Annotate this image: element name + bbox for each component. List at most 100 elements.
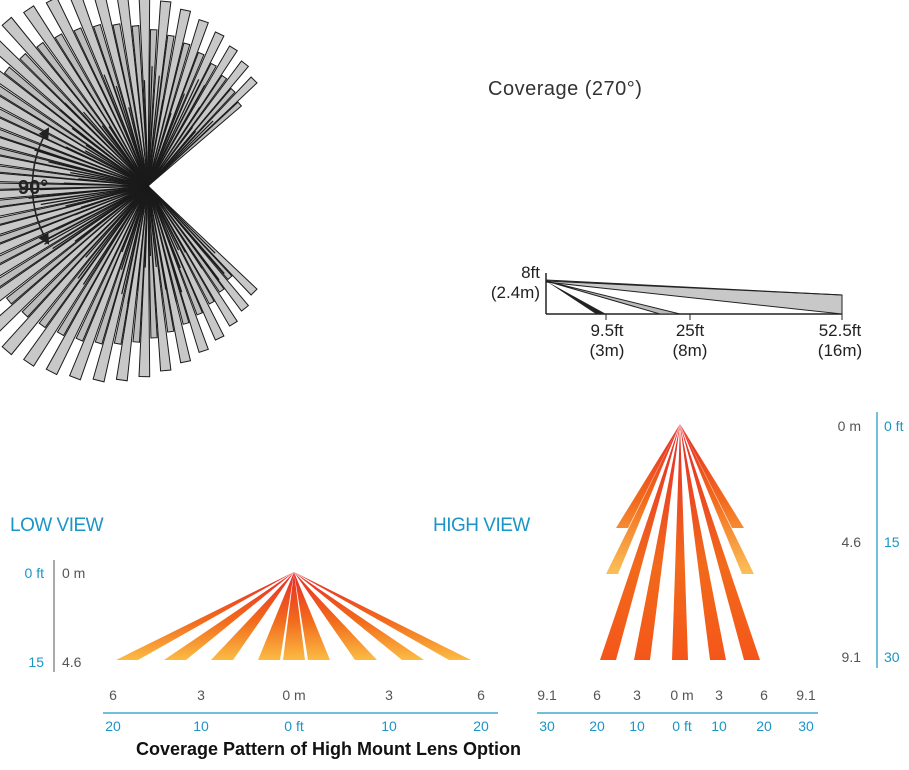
sector-core-line — [147, 130, 197, 187]
high-view-side-m: 0 m — [838, 418, 861, 434]
sector-core-line — [64, 102, 149, 187]
sector-core-line — [83, 111, 149, 187]
sector-beam — [92, 185, 149, 383]
sector-core-line — [147, 185, 186, 253]
sector-core-line — [104, 108, 149, 187]
sector-core-line — [99, 185, 149, 273]
high-view-side-ft: 15 — [884, 534, 900, 550]
high-view-title: HIGH VIEW — [433, 515, 530, 536]
high-view-beam — [680, 424, 726, 660]
high-view-beam-fan — [600, 424, 760, 660]
sector-beam — [147, 185, 225, 293]
sector-core-line — [93, 185, 149, 235]
low-view-ft-tick: 0 ft — [284, 718, 304, 734]
sector-core-line — [42, 143, 149, 187]
sector-core-line — [71, 127, 149, 187]
sector-core-line — [63, 182, 149, 187]
sector-beam — [22, 5, 149, 187]
side-profile-diagram — [545, 273, 843, 320]
high-view-m-tick: 6 — [760, 687, 768, 703]
high-view-m-tick: 6 — [593, 687, 601, 703]
sector-core-line — [101, 125, 149, 187]
sector-core-line — [147, 112, 172, 187]
sector-core-line — [99, 84, 149, 187]
high-view-beam — [600, 424, 680, 660]
sector-core-line — [143, 80, 149, 187]
high-view-side-ft: 30 — [884, 649, 900, 665]
sector-core-line — [147, 84, 206, 187]
sector-core-line — [128, 107, 149, 187]
distance-ft-label: 52.5ft — [819, 321, 862, 340]
sector-core-line — [70, 172, 149, 187]
sector-core-line — [147, 75, 160, 187]
sector-core-line — [147, 185, 177, 303]
high-view-m-tick: 9.1 — [537, 687, 557, 703]
figure-caption: Coverage Pattern of High Mount Lens Opti… — [136, 739, 521, 759]
sector-beam — [147, 185, 190, 325]
sector-core-line — [139, 104, 149, 187]
sector-core-line — [147, 99, 164, 187]
low-view-m-tick: 3 — [385, 687, 393, 703]
low-view-m-tick: 6 — [109, 687, 117, 703]
high-view-beam — [616, 424, 680, 528]
sector-core-line — [74, 185, 149, 242]
sector-beam — [112, 23, 149, 187]
sector-core-line — [121, 185, 149, 253]
sector-beam — [147, 74, 228, 187]
sector-core-line — [52, 185, 149, 250]
low-view-ft-tick: 20 — [105, 718, 121, 734]
sector-beam — [0, 165, 149, 187]
high-view-ft-tick: 20 — [756, 718, 772, 734]
low-view-ft-bottom: 15 — [28, 654, 44, 670]
sector-core-line — [121, 185, 149, 295]
sector-beam — [147, 18, 209, 187]
coverage-sector-fan — [0, 0, 258, 383]
sector-beam — [70, 0, 149, 187]
coverage-title: Coverage (270°) — [488, 78, 642, 100]
sector-beam — [5, 185, 149, 305]
high-view-side-m: 9.1 — [842, 649, 862, 665]
distance-ft-label: 9.5ft — [590, 321, 623, 340]
height-ft-label: 8ft — [521, 263, 540, 282]
high-view-side-ft: 0 ft — [884, 418, 904, 434]
sector-core-line — [108, 126, 149, 187]
sector-core-line — [147, 120, 214, 187]
sector-core-line — [40, 185, 149, 206]
sector-beam — [0, 185, 149, 208]
low-view-beam — [164, 572, 294, 660]
high-view-beam — [672, 424, 688, 660]
sector-core-line — [147, 185, 225, 274]
low-view-beam — [258, 572, 294, 660]
sector-core-line — [147, 185, 216, 254]
sector-core-line — [39, 185, 149, 191]
sector-core-line — [136, 185, 149, 292]
high-view-ft-tick: 0 ft — [672, 718, 692, 734]
sector-core-line — [147, 185, 167, 290]
sector-beam — [147, 185, 172, 372]
high-view-beam — [606, 424, 680, 574]
high-view-ft-tick: 30 — [539, 718, 555, 734]
sector-core-line — [77, 185, 149, 279]
sector-beam — [21, 185, 149, 318]
distance-m-label: (16m) — [818, 341, 862, 360]
high-view-ft-tick: 10 — [629, 718, 645, 734]
low-view-ft-tick: 20 — [473, 718, 489, 734]
sector-beam — [147, 185, 204, 316]
sector-core-line — [147, 66, 153, 187]
sector-core-line — [147, 185, 203, 269]
sector-beam — [45, 185, 149, 376]
sector-beam — [0, 185, 149, 332]
sector-core-line — [147, 117, 166, 187]
sector-beam — [147, 185, 158, 339]
sector-beam — [3, 66, 149, 187]
low-view-beam — [294, 572, 377, 660]
low-view-beam — [283, 572, 305, 660]
sector-beam — [147, 185, 209, 354]
low-view-beam — [116, 572, 294, 660]
high-view-m-tick: 9.1 — [796, 687, 816, 703]
sector-core-line — [147, 185, 183, 293]
sector-core-line — [115, 85, 149, 187]
sector-core-line — [103, 74, 149, 187]
high-view-beam — [634, 424, 680, 660]
